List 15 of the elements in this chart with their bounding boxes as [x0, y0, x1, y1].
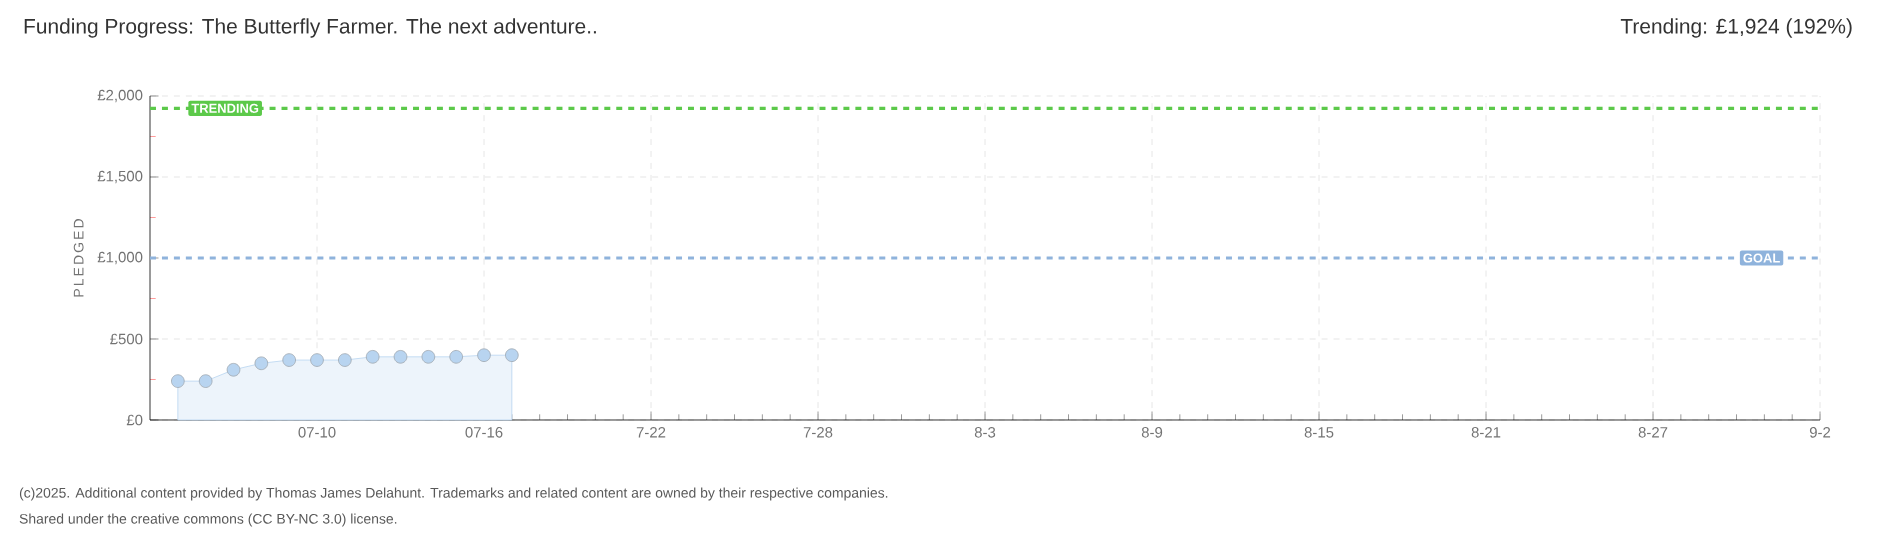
point [254, 356, 269, 371]
point [421, 350, 436, 364]
point [226, 363, 241, 377]
point [282, 353, 296, 367]
point [365, 350, 380, 364]
text: Trending: £1,924 (192%) [1620, 18, 1852, 38]
point [393, 350, 408, 364]
point [198, 374, 213, 388]
point [449, 350, 463, 364]
point [505, 348, 519, 362]
point [338, 353, 352, 367]
point [171, 374, 185, 388]
point [310, 353, 324, 367]
chart-title: Funding Progress: The Butterfly Farmer. The next adventure.. [24, 18, 596, 38]
point [477, 348, 491, 362]
